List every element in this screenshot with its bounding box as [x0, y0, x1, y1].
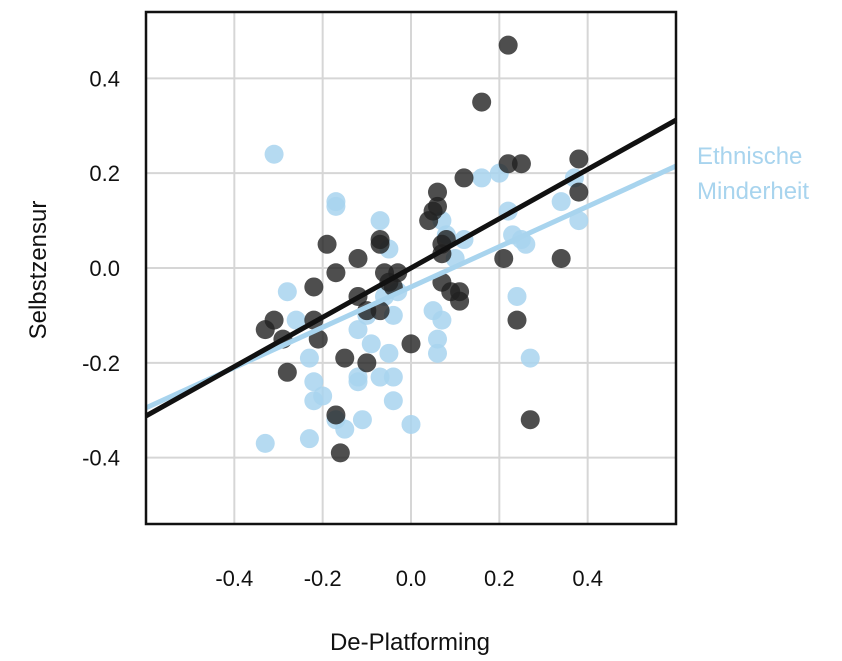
y-tick-label: -0.2	[82, 351, 120, 376]
data-point-dark	[472, 92, 492, 112]
data-point-light	[383, 391, 403, 411]
annotation-line-1: Ethnische	[697, 143, 802, 170]
y-tick-label: 0.2	[89, 161, 120, 186]
data-point-dark	[401, 334, 421, 354]
y-tick-label: 0.4	[89, 66, 120, 91]
data-point-dark	[370, 234, 390, 254]
data-point-light	[348, 367, 368, 387]
data-point-light	[255, 433, 275, 453]
data-point-dark	[317, 234, 337, 254]
data-point-light	[472, 168, 492, 188]
data-point-light	[299, 348, 319, 368]
regression-lines	[144, 117, 678, 419]
data-point-dark	[428, 182, 447, 202]
x-tick-label: -0.2	[304, 566, 342, 591]
data-point-dark	[308, 329, 328, 349]
data-point-dark	[335, 348, 355, 368]
data-point-light	[304, 372, 324, 392]
data-point-light	[428, 343, 447, 363]
series-light-points	[255, 144, 589, 453]
data-point-dark	[326, 405, 346, 425]
data-point-light	[383, 367, 403, 387]
x-tick-label: -0.4	[215, 566, 253, 591]
data-point-light	[516, 234, 536, 254]
data-point-light	[326, 196, 346, 216]
data-point-light	[352, 410, 372, 430]
y-axis-label: Selbstzensur	[25, 201, 52, 340]
data-point-light	[551, 192, 571, 212]
data-point-dark	[520, 410, 540, 430]
data-point-dark	[450, 282, 470, 302]
data-point-light	[432, 310, 452, 330]
annotation-line-2: Minderheit	[697, 178, 809, 205]
data-point-light	[569, 211, 589, 231]
data-point-dark	[348, 249, 368, 269]
fit-line-dark	[144, 117, 678, 419]
data-point-light	[335, 419, 355, 439]
data-point-light	[428, 329, 447, 349]
data-point-dark	[304, 277, 324, 297]
x-axis-label: De-Platforming	[330, 629, 490, 656]
grid-lines	[146, 12, 676, 524]
data-point-light	[313, 386, 333, 406]
x-tick-labels: -0.4 -0.2 0.0 0.2 0.4	[215, 566, 603, 591]
data-point-dark	[428, 196, 447, 216]
data-point-dark	[326, 263, 346, 283]
data-point-light	[264, 144, 284, 164]
data-point-dark	[498, 35, 518, 55]
data-point-dark	[498, 154, 518, 174]
data-point-dark	[494, 249, 514, 269]
data-point-light	[277, 282, 297, 302]
data-point-light	[286, 310, 306, 330]
data-point-light	[361, 334, 381, 354]
y-tick-label: -0.4	[82, 446, 120, 471]
data-point-dark	[507, 310, 527, 330]
data-point-dark	[330, 443, 350, 463]
data-point-dark	[569, 149, 589, 169]
plot-frame	[144, 10, 678, 526]
data-point-light	[507, 286, 527, 306]
data-point-dark	[511, 154, 531, 174]
data-point-dark	[569, 182, 589, 202]
data-point-light	[401, 414, 421, 434]
data-point-dark	[551, 249, 571, 269]
x-tick-label: 0.0	[396, 566, 427, 591]
x-tick-label: 0.4	[572, 566, 603, 591]
data-point-dark	[357, 353, 377, 373]
data-point-dark	[264, 310, 284, 330]
data-point-dark	[454, 168, 474, 188]
x-tick-label: 0.2	[484, 566, 515, 591]
data-point-light	[299, 429, 319, 449]
data-point-light	[348, 320, 368, 340]
data-point-light	[520, 348, 540, 368]
y-tick-labels: -0.4 -0.2 0.0 0.2 0.4	[82, 66, 120, 470]
data-point-light	[370, 211, 390, 231]
data-point-light	[379, 343, 399, 363]
data-point-dark	[277, 362, 297, 382]
data-point-light	[370, 367, 390, 387]
y-tick-label: 0.0	[89, 256, 120, 281]
